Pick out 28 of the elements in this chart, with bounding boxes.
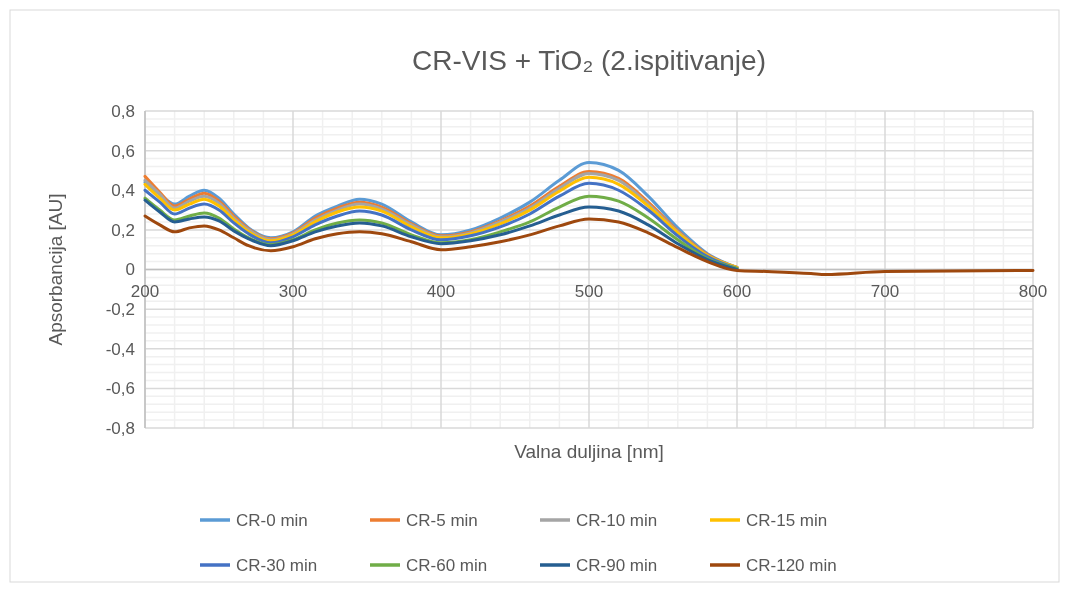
y-tick-label: -0,4 [105, 339, 135, 359]
line-series [143, 214, 1035, 276]
x-tick-label: 600 [722, 281, 752, 301]
legend-label: CR-30 min [236, 555, 318, 575]
y-tick-label: -0,6 [105, 379, 135, 399]
y-tick-label: 0,6 [111, 141, 135, 161]
legend-label: CR-0 min [236, 510, 308, 530]
x-tick-label: 400 [426, 281, 456, 301]
legend-label: CR-10 min [576, 510, 658, 530]
chart-title: CR-VIS + TiO₂ (2.ispitivanje) [412, 45, 766, 76]
y-tick-label: -0,2 [105, 300, 135, 320]
legend-label: CR-5 min [406, 510, 478, 530]
x-tick-label: 200 [130, 281, 160, 301]
legend-label: CR-60 min [406, 555, 488, 575]
legend-label: CR-120 min [746, 555, 837, 575]
legend-label: CR-15 min [746, 510, 828, 530]
y-tick-label: -0,8 [105, 418, 135, 438]
x-tick-label: 700 [870, 281, 900, 301]
x-tick-label: 500 [574, 281, 604, 301]
x-tick-label: 300 [278, 281, 308, 301]
x-tick-label: 800 [1018, 281, 1048, 301]
y-tick-label: 0,2 [111, 220, 135, 240]
y-tick-label: 0,4 [111, 181, 135, 201]
legend-label: CR-90 min [576, 555, 658, 575]
y-tick-label: 0 [125, 260, 135, 280]
x-axis-title: Valna duljina [nm] [514, 441, 664, 462]
y-tick-label: 0,8 [111, 101, 135, 121]
y-axis-title: Apsorbancija [AU] [45, 193, 66, 346]
